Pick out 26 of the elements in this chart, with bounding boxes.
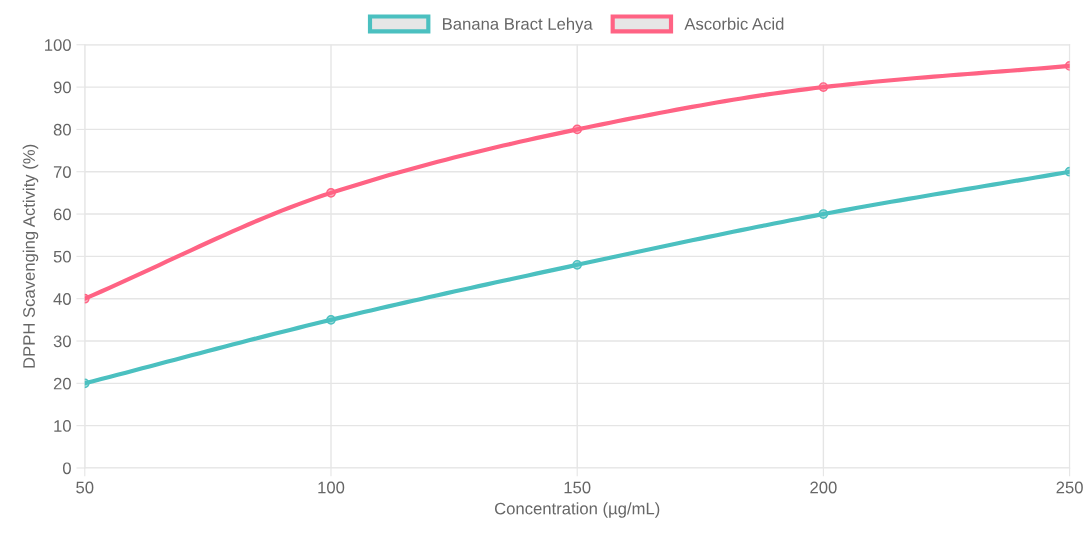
x-tick-label: 100 — [318, 481, 345, 494]
point — [572, 124, 583, 135]
x-tick-label: 200 — [810, 481, 837, 494]
point — [326, 314, 336, 325]
x-tick-label: 50 — [76, 481, 94, 494]
point — [818, 82, 829, 92]
x-tick-label: 250 — [1056, 481, 1083, 494]
y-tick-label: 20 — [53, 377, 71, 390]
y-tick-label: 90 — [53, 81, 71, 94]
x-axis-title: Concentration (µg/mL) — [494, 502, 660, 518]
y-tick-label: 40 — [53, 293, 71, 305]
y-tick-label: 0 — [62, 462, 71, 475]
y-tick-label: 80 — [53, 123, 71, 136]
y-tick-label: 10 — [54, 420, 71, 432]
y-tick-label: 100 — [45, 39, 71, 51]
y-tick-label: 60 — [53, 208, 71, 221]
y-tick-label: 70 — [53, 166, 71, 178]
legend-label: Ascorbic Acid — [684, 17, 784, 30]
y-tick-label: 30 — [53, 335, 71, 348]
point — [818, 209, 829, 219]
point — [326, 188, 336, 198]
y-axis-title: DPPH Scavenging Activity (%) — [22, 144, 39, 368]
y-tick-label: 50 — [53, 250, 71, 263]
legend-label: Banana Bract Lehya — [443, 17, 593, 34]
point — [572, 259, 583, 270]
x-tick-label: 150 — [564, 481, 591, 494]
